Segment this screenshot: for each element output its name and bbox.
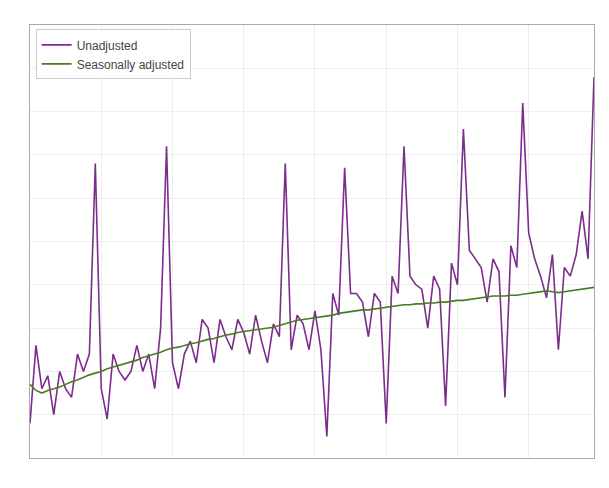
svg-text:Seasonally adjusted: Seasonally adjusted [77,58,184,72]
svg-text:Unadjusted: Unadjusted [77,39,138,53]
